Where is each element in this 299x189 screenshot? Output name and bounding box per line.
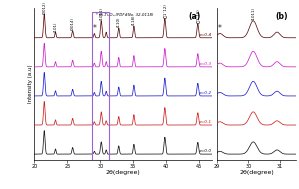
Text: x=0.4: x=0.4 xyxy=(198,33,211,37)
Text: x=0.0: x=0.0 xyxy=(198,149,211,153)
Text: (1011): (1011) xyxy=(251,7,255,20)
Text: (b): (b) xyxy=(275,12,288,21)
Y-axis label: Intensity (a.u): Intensity (a.u) xyxy=(28,64,33,103)
Text: (1011): (1011) xyxy=(99,7,103,20)
X-axis label: 2θ(degree): 2θ(degree) xyxy=(106,170,141,175)
Text: x=0.1: x=0.1 xyxy=(198,120,211,124)
Text: (101): (101) xyxy=(54,21,57,32)
Text: (0014): (0014) xyxy=(71,17,75,30)
Text: *: * xyxy=(92,24,96,33)
Text: (110): (110) xyxy=(117,17,121,27)
X-axis label: 2θ(degree): 2θ(degree) xyxy=(239,170,274,175)
Text: (a): (a) xyxy=(188,12,201,21)
Text: x=0.2: x=0.2 xyxy=(198,91,211,95)
Text: *: * xyxy=(218,24,222,33)
Text: (ᄒ1¯16): (ᄒ1¯16) xyxy=(196,8,200,23)
Text: x=0.3: x=0.3 xyxy=(198,62,211,66)
Bar xyxy=(92,12,109,160)
Text: * Bi₄Ti₃O₁₂(PDF#No. 32-0118): * Bi₄Ti₃O₁₂(PDF#No. 32-0118) xyxy=(96,13,153,17)
Text: (0012): (0012) xyxy=(42,1,46,14)
Text: (118): (118) xyxy=(132,15,136,26)
Text: (ᄒ1¯12): (ᄒ1¯12) xyxy=(163,3,167,18)
